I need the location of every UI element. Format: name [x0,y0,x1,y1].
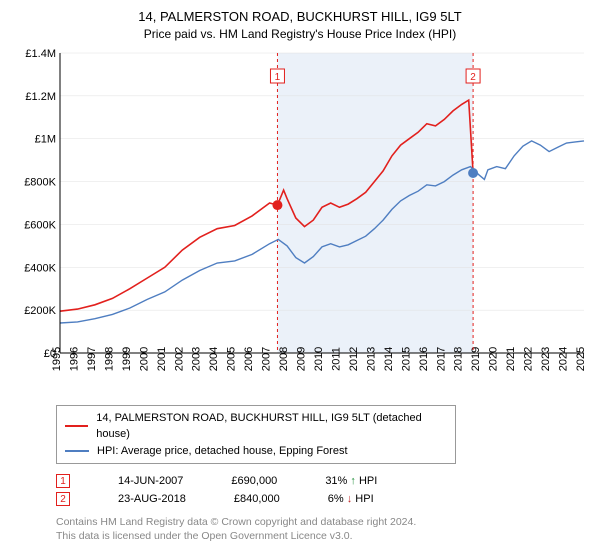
event-date: 14-JUN-2007 [118,475,183,487]
svg-text:1: 1 [275,72,281,83]
svg-text:2020: 2020 [488,347,500,371]
event-date: 23-AUG-2018 [118,493,186,505]
arrow-icon: ↑ [350,475,356,487]
svg-text:£1M: £1M [35,134,56,146]
event-price: £690,000 [231,475,277,487]
svg-text:£1.2M: £1.2M [25,91,56,103]
svg-text:2024: 2024 [558,347,570,371]
event-pct: 31% ↑ HPI [325,475,377,487]
events-table: 1 14-JUN-2007 £690,000 31% ↑ HPI 2 23-AU… [56,470,588,510]
svg-text:£1.4M: £1.4M [25,49,56,60]
footer-line: Contains HM Land Registry data © Crown c… [56,516,588,530]
svg-text:2008: 2008 [278,347,290,371]
svg-text:2004: 2004 [208,347,220,371]
svg-text:1998: 1998 [103,347,115,371]
event-num: 2 [60,494,66,505]
svg-text:1995: 1995 [51,347,63,371]
svg-text:2018: 2018 [453,347,465,371]
event-num: 1 [60,476,66,487]
chart-svg: £0£200K£400K£600K£800K£1M£1.2M£1.4M19951… [12,49,592,399]
svg-text:2010: 2010 [313,347,325,371]
svg-text:2021: 2021 [505,347,517,371]
svg-text:2002: 2002 [173,347,185,371]
chart-title: 14, PALMERSTON ROAD, BUCKHURST HILL, IG9… [12,8,588,26]
event-row: 2 23-AUG-2018 £840,000 6% ↓ HPI [56,492,588,506]
legend-box: 14, PALMERSTON ROAD, BUCKHURST HILL, IG9… [56,405,456,465]
svg-text:2019: 2019 [470,347,482,371]
svg-text:£800K: £800K [24,177,56,189]
event-pct: 6% ↓ HPI [328,493,374,505]
event-price: £840,000 [234,493,280,505]
svg-text:£600K: £600K [24,219,56,231]
svg-text:2013: 2013 [365,347,377,371]
svg-text:2009: 2009 [296,347,308,371]
chart-container: 14, PALMERSTON ROAD, BUCKHURST HILL, IG9… [0,0,600,560]
event-marker: 1 [56,474,70,488]
footer-attribution: Contains HM Land Registry data © Crown c… [56,516,588,543]
svg-text:2025: 2025 [575,347,587,371]
chart-plot-area: £0£200K£400K£600K£800K£1M£1.2M£1.4M19951… [12,49,588,399]
footer-line: This data is licensed under the Open Gov… [56,530,588,544]
svg-text:2: 2 [470,72,476,83]
legend-label: 14, PALMERSTON ROAD, BUCKHURST HILL, IG9… [96,410,447,443]
svg-text:2012: 2012 [348,347,360,371]
legend-label: HPI: Average price, detached house, Eppi… [97,443,348,460]
svg-text:2016: 2016 [418,347,430,371]
svg-text:2015: 2015 [400,347,412,371]
svg-text:2011: 2011 [330,347,342,371]
svg-text:2005: 2005 [226,347,238,371]
svg-text:1999: 1999 [121,347,133,371]
svg-text:2006: 2006 [243,347,255,371]
chart-subtitle: Price paid vs. HM Land Registry's House … [12,26,588,43]
event-row: 1 14-JUN-2007 £690,000 31% ↑ HPI [56,474,588,488]
legend-swatch [65,450,89,452]
svg-text:2023: 2023 [540,347,552,371]
svg-text:1996: 1996 [68,347,80,371]
svg-text:2014: 2014 [383,347,395,371]
event-marker: 2 [56,492,70,506]
legend-item: HPI: Average price, detached house, Eppi… [65,443,447,460]
legend-item: 14, PALMERSTON ROAD, BUCKHURST HILL, IG9… [65,410,447,443]
svg-text:2003: 2003 [191,347,203,371]
svg-text:2007: 2007 [261,347,273,371]
svg-text:2017: 2017 [435,347,447,371]
svg-text:£400K: £400K [24,262,56,274]
svg-text:2022: 2022 [523,347,535,371]
svg-text:2001: 2001 [156,347,168,371]
svg-text:2000: 2000 [138,347,150,371]
legend-swatch [65,425,88,427]
svg-text:£200K: £200K [24,305,56,317]
svg-text:1997: 1997 [86,347,98,371]
arrow-icon: ↓ [347,493,353,505]
